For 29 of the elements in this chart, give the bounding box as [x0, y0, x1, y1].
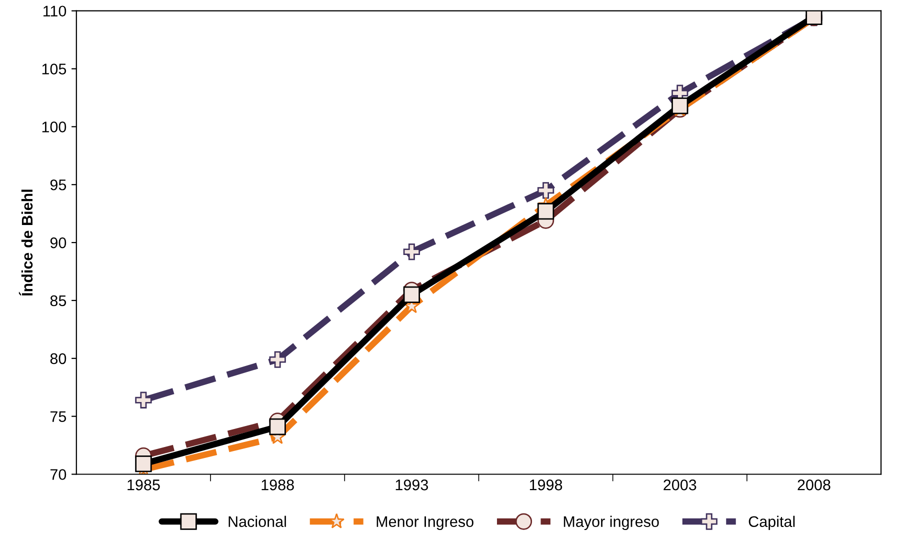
y-tick-label: 110	[43, 6, 66, 17]
x-tick-label: 1993	[396, 480, 428, 490]
x-tick-label: 1998	[530, 480, 562, 490]
x-tick-label: 2008	[798, 480, 830, 490]
point	[537, 182, 554, 199]
y-tick-label: 75	[50, 411, 66, 422]
point	[269, 351, 286, 368]
y-tick-label: 90	[50, 237, 66, 248]
y-tick-label: 100	[42, 122, 66, 132]
point	[403, 243, 420, 260]
y-tick-label: 70	[50, 469, 66, 480]
point	[537, 202, 554, 220]
y-tick-label: 95	[50, 179, 66, 190]
x-tick-label: 2003	[664, 480, 696, 490]
point	[269, 418, 286, 436]
legend-label: Menor Ingreso	[376, 516, 474, 530]
y-axis-title: Índice de Biehl	[18, 190, 33, 296]
y-tick-label: 85	[50, 295, 66, 306]
x-tick-label: 1988	[262, 480, 294, 490]
point	[135, 392, 152, 408]
point	[135, 455, 152, 472]
legend-label: Nacional	[228, 516, 286, 528]
point	[672, 98, 688, 114]
legend-label: Capital	[748, 516, 795, 530]
y-tick-label: 80	[50, 353, 66, 364]
y-tick-label: 105	[42, 64, 66, 74]
legend-label: Mayor ingreso	[564, 516, 659, 530]
point	[403, 286, 420, 304]
x-tick-label: 1985	[128, 480, 160, 490]
